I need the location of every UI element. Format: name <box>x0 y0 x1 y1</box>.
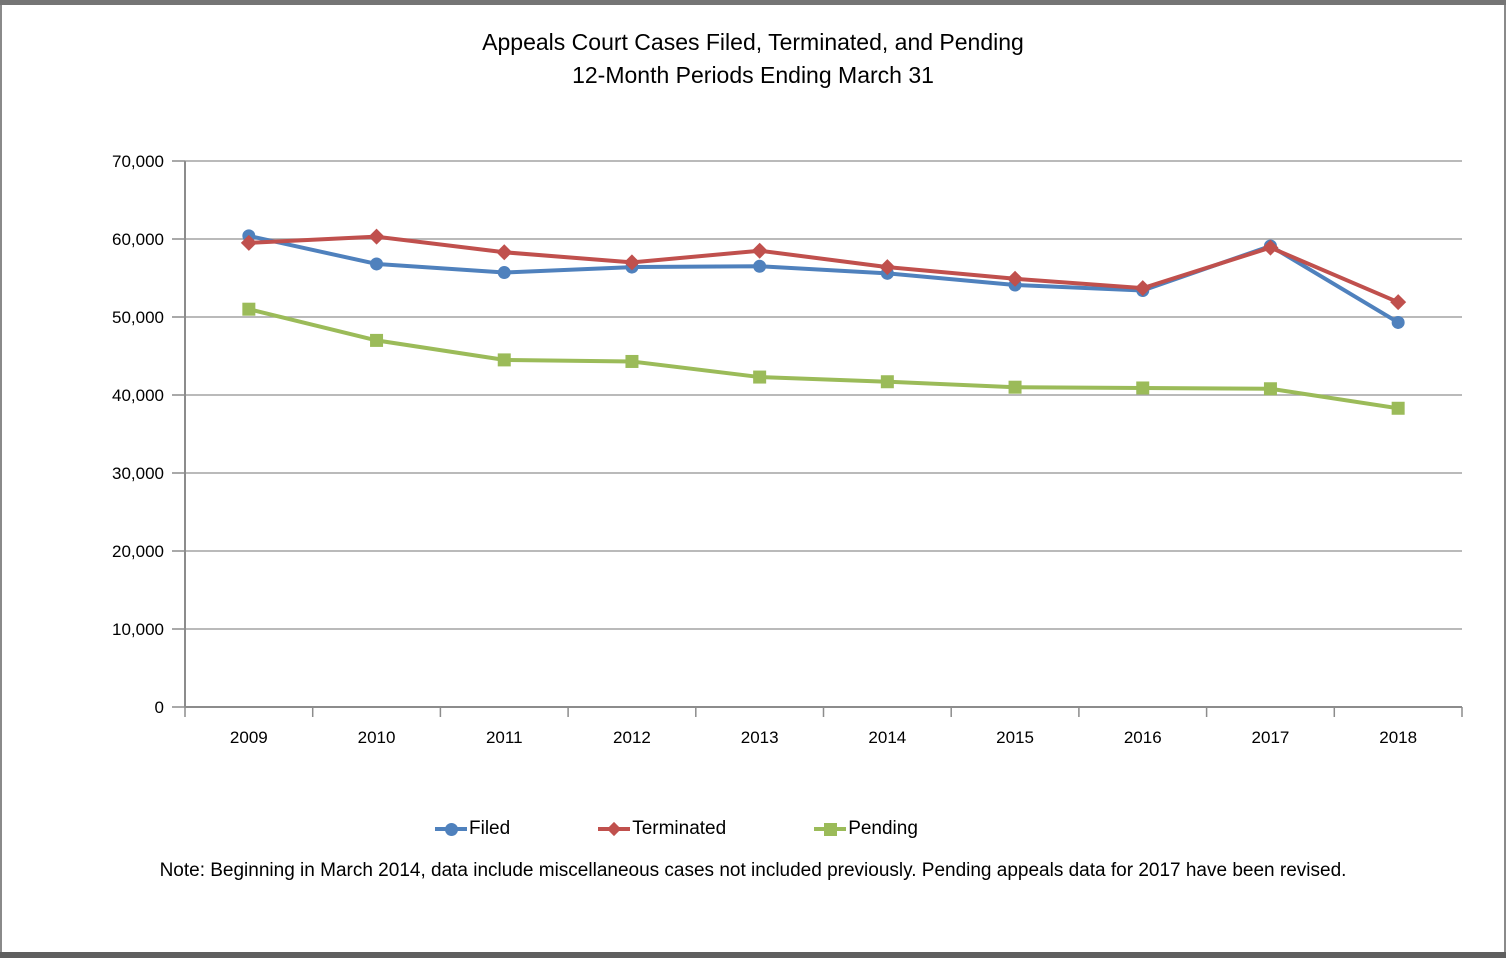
x-axis-label: 2015 <box>996 728 1034 747</box>
legend-label-filed: Filed <box>469 818 511 839</box>
legend-item-filed: Filed <box>435 818 510 840</box>
series-terminated-point <box>623 254 640 271</box>
x-axis-label: 2014 <box>868 728 906 747</box>
y-axis-label: 20,000 <box>112 542 164 561</box>
x-axis-label: 2016 <box>1124 728 1162 747</box>
series-pending-point <box>242 302 256 316</box>
legend-line-terminated <box>598 821 631 837</box>
series-terminated-point <box>1134 280 1151 297</box>
series-pending-point <box>1136 381 1150 395</box>
series-terminated-point <box>368 228 385 245</box>
series-filed-point <box>497 266 511 280</box>
window-bottom-edge <box>0 952 1506 958</box>
y-axis-label: 50,000 <box>112 308 164 327</box>
legend-item-pending: Pending <box>814 818 918 840</box>
square-marker-icon <box>823 822 837 836</box>
x-axis-label: 2017 <box>1252 728 1290 747</box>
series-pending-point <box>1008 380 1022 394</box>
chart-title-line2: 12-Month Periods Ending March 31 <box>572 62 934 88</box>
circle-marker-icon <box>444 822 458 836</box>
x-axis-label: 2012 <box>613 728 651 747</box>
series-filed-point <box>1391 315 1405 329</box>
x-axis-label: 2009 <box>230 728 268 747</box>
series-pending-point <box>370 333 384 347</box>
series-filed-point <box>753 259 767 273</box>
series-terminated-point <box>1007 270 1024 287</box>
legend-line-pending <box>814 822 847 836</box>
series-pending-point <box>1263 382 1277 396</box>
y-axis-label: 30,000 <box>112 464 164 483</box>
x-axis-label: 2013 <box>741 728 779 747</box>
window-top-edge <box>0 0 1506 5</box>
legend-label-terminated: Terminated <box>632 818 727 839</box>
x-axis-label: 2011 <box>486 728 523 747</box>
series-terminated-point <box>879 259 896 276</box>
chart-title: Appeals Court Cases Filed, Terminated, a… <box>2 26 1504 92</box>
legend-item-terminated: Terminated <box>598 818 726 840</box>
series-pending-point <box>880 375 894 389</box>
series-terminated-point <box>751 242 768 259</box>
y-axis-label: 0 <box>155 698 164 717</box>
series-terminated-point <box>1390 294 1407 311</box>
series-pending-point <box>1391 401 1405 415</box>
series-terminated-point <box>240 234 257 251</box>
chart-canvas: Appeals Court Cases Filed, Terminated, a… <box>0 5 1506 952</box>
series-terminated-point <box>496 244 513 261</box>
series-filed-line <box>246 233 1401 325</box>
x-axis-label: 2010 <box>358 728 396 747</box>
series-pending-point <box>625 354 639 368</box>
chart-legend: Filed Terminated Pending <box>435 818 918 840</box>
chart-title-line1: Appeals Court Cases Filed, Terminated, a… <box>482 29 1024 55</box>
x-axis-label: 2018 <box>1379 728 1417 747</box>
legend-line-filed <box>435 822 467 836</box>
series-pending-line <box>246 307 1401 411</box>
series-terminated-point <box>1262 239 1279 256</box>
line-chart-plot-area: 0 10,000 20,000 30,000 40,000 50,000 60,000 70,… <box>112 152 1463 747</box>
y-axis-label: 60,000 <box>112 230 164 249</box>
y-axis-label: 70,000 <box>112 152 164 171</box>
legend-label-pending: Pending <box>848 818 918 839</box>
y-axis-label: 40,000 <box>112 386 164 405</box>
series-terminated-line <box>246 234 1401 305</box>
series-pending-point <box>753 370 767 384</box>
y-axis-label: 10,000 <box>112 620 164 639</box>
series-pending-point <box>497 353 511 367</box>
diamond-marker-icon <box>607 821 622 837</box>
series-filed-point <box>370 257 384 271</box>
chart-note: Note: Beginning in March 2014, data incl… <box>159 860 1347 881</box>
